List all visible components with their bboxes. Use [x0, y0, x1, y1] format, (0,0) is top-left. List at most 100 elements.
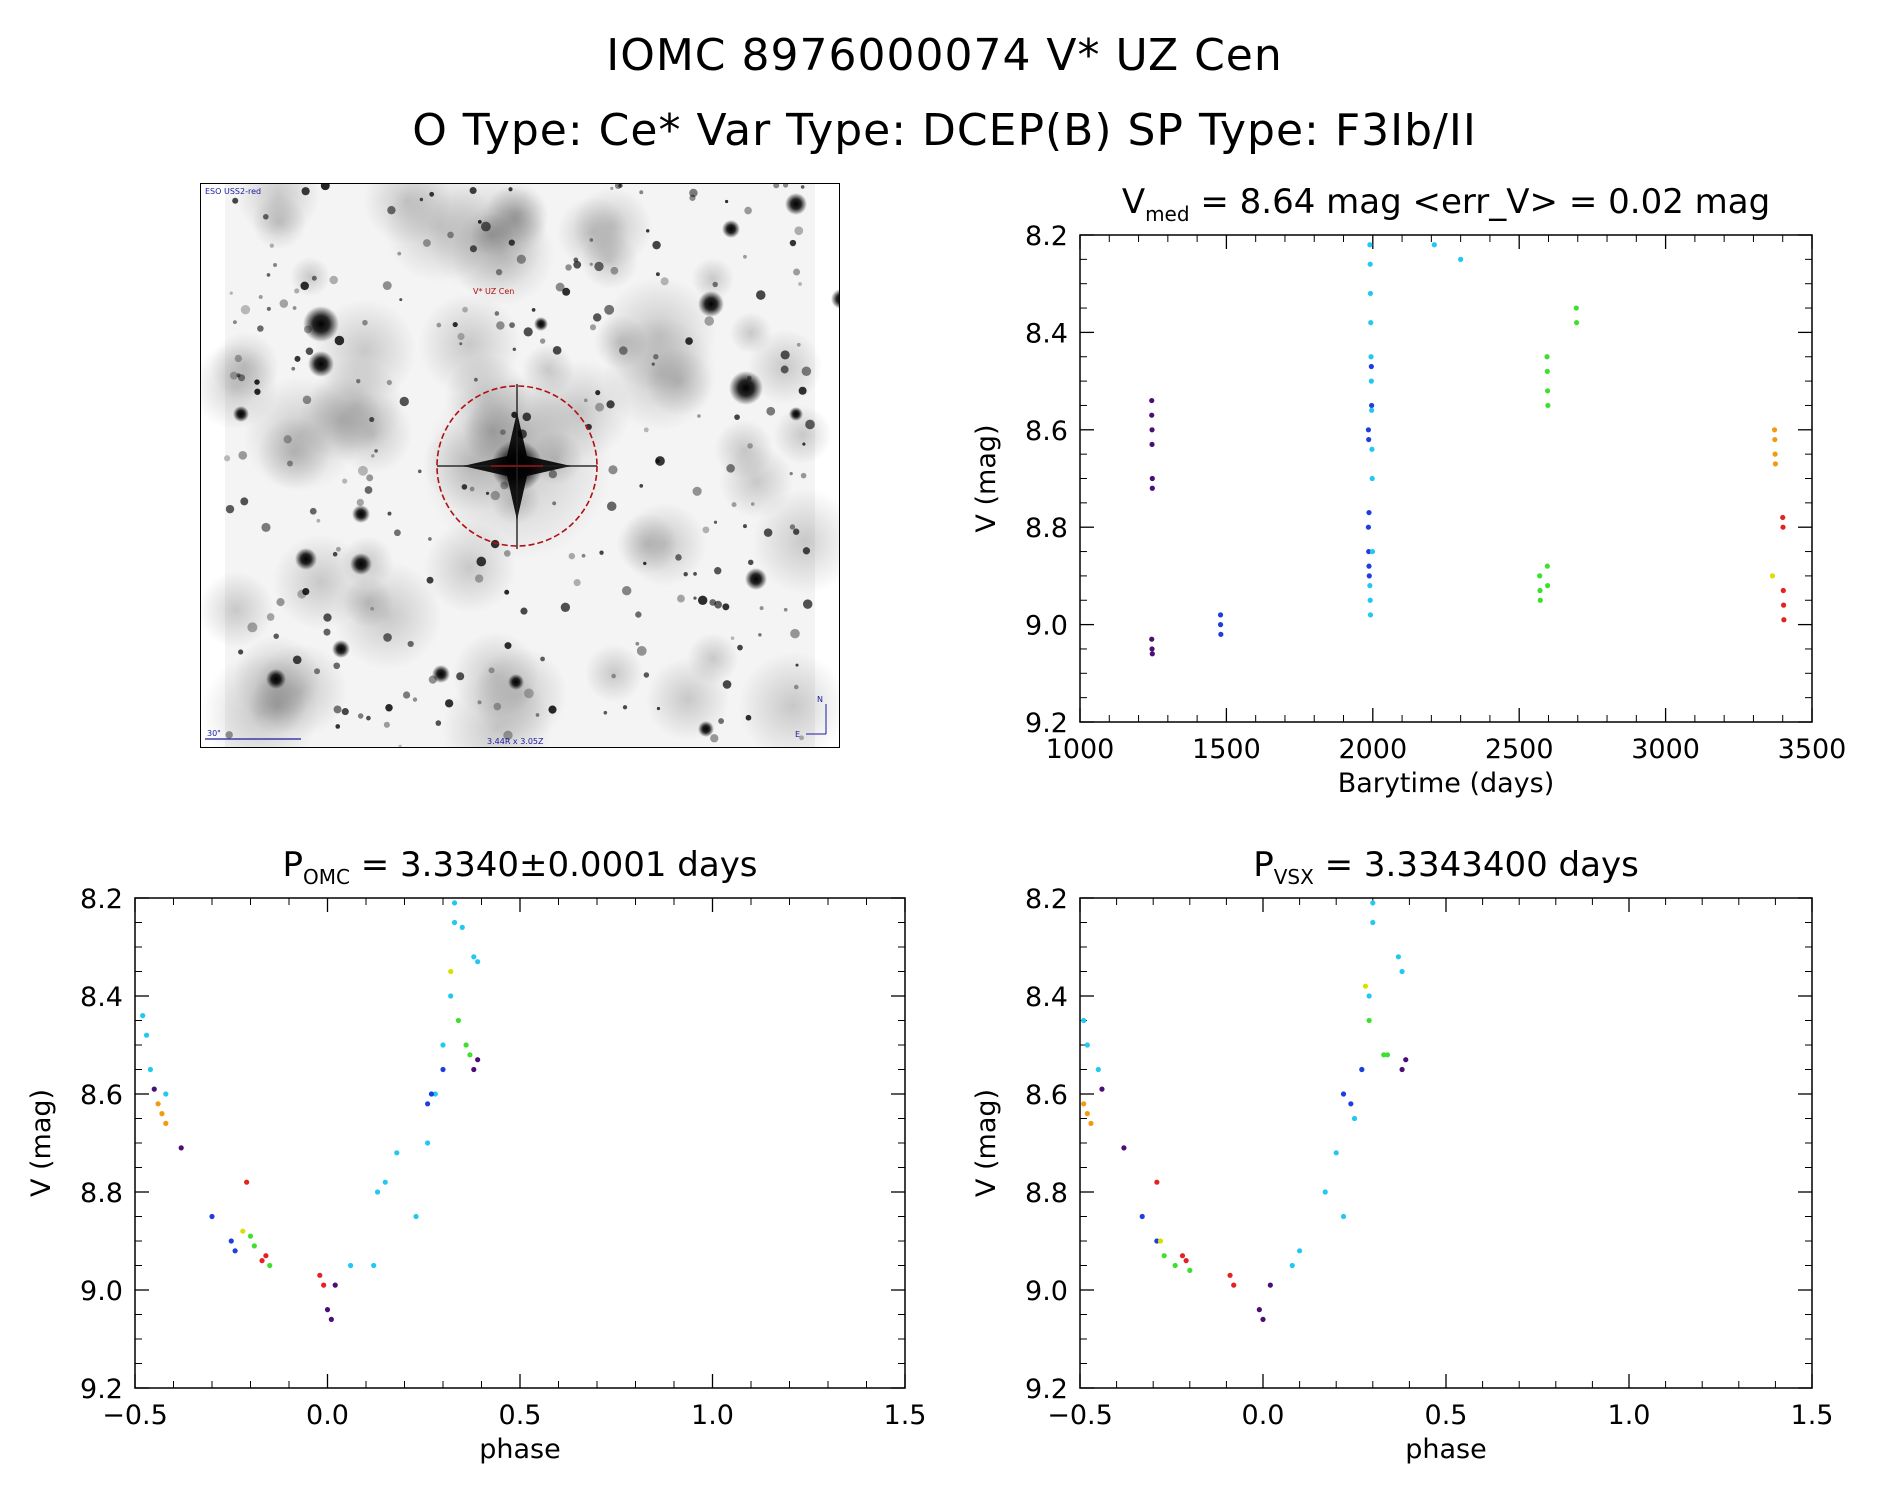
data-point	[428, 1091, 435, 1097]
data-point	[1366, 548, 1372, 555]
star	[512, 347, 517, 352]
data-point	[1218, 631, 1224, 637]
lightcurve-series-green	[1537, 305, 1580, 603]
star	[279, 299, 289, 308]
star	[540, 656, 545, 662]
star	[469, 245, 477, 253]
y-tick-label: 8.6	[1025, 1080, 1068, 1111]
star-field	[223, 184, 839, 747]
data-point	[1367, 242, 1373, 248]
data-point	[1545, 583, 1551, 589]
aperture-circle	[436, 385, 598, 547]
star	[435, 720, 442, 726]
star	[332, 640, 350, 658]
data-point	[1157, 1238, 1164, 1244]
star	[477, 700, 482, 705]
star	[232, 320, 237, 325]
star	[746, 375, 752, 381]
x-tick-label: 0.0	[1242, 1400, 1285, 1431]
star	[291, 366, 296, 371]
star	[790, 628, 800, 639]
star	[323, 613, 332, 622]
data-point	[1772, 461, 1778, 467]
star	[269, 243, 274, 248]
data-point	[374, 1189, 381, 1195]
star	[534, 317, 548, 331]
star	[639, 190, 644, 195]
star	[693, 572, 697, 576]
star	[689, 188, 698, 198]
title-subscript: OMC	[303, 865, 350, 889]
star	[773, 184, 780, 189]
data-point	[240, 1228, 246, 1234]
compass-east-label: E	[795, 730, 800, 739]
star	[798, 386, 807, 395]
data-point	[459, 924, 465, 931]
sky-haze-blob	[479, 185, 549, 255]
star	[371, 454, 375, 458]
star	[643, 427, 649, 433]
x-tick-label: 0.5	[499, 1400, 542, 1431]
star	[266, 306, 271, 311]
star	[232, 197, 239, 204]
star	[618, 184, 623, 188]
star	[795, 663, 799, 667]
star	[229, 371, 238, 380]
phase_omc-chart: −0.5 0.0 0.5 1.0 1.5 8.2 8.4 8.6 8.8 9.0 9.2 POMC =…	[26, 845, 926, 1465]
data-point	[1573, 320, 1580, 326]
data-point	[163, 1091, 169, 1097]
lightcurve-series-red	[1780, 514, 1787, 623]
x-tick-label: 1500	[1192, 734, 1261, 765]
star	[428, 675, 437, 684]
star	[254, 379, 260, 385]
data-point	[1088, 1120, 1094, 1126]
star	[729, 371, 763, 405]
star	[604, 304, 615, 315]
star	[417, 469, 422, 474]
lightcurve-series-purple	[1149, 397, 1155, 657]
star	[262, 213, 269, 220]
survey-label: ESO USS2-red	[205, 187, 261, 196]
data-point	[1370, 919, 1376, 926]
star	[432, 665, 450, 683]
data-point	[244, 1179, 250, 1185]
star	[831, 289, 839, 309]
star	[589, 238, 594, 242]
data-point	[1431, 242, 1437, 248]
sky-haze-blob	[290, 256, 331, 297]
phase_omc-series-cyan	[140, 900, 481, 1269]
title-subscript: med	[1145, 202, 1189, 226]
sky-haze-blob	[556, 196, 630, 269]
data-point	[1183, 1258, 1189, 1264]
star	[573, 260, 582, 269]
data-point	[147, 1066, 153, 1073]
x-tick-label: 3000	[1631, 734, 1700, 765]
lightcurve-title: Vmed = 8.64 mag <err_V> = 0.02 mag	[1122, 182, 1770, 226]
y-tick-label: 8.2	[1025, 884, 1068, 915]
star	[783, 607, 788, 612]
phase_vsx-chart: −0.5 0.0 0.5 1.0 1.5 8.2 8.4 8.6 8.8 9.0 9.2 PVSX =…	[971, 845, 1833, 1465]
star	[656, 706, 661, 711]
star	[276, 598, 285, 607]
phase_omc-ylabel: V (mag)	[26, 1089, 57, 1197]
star	[309, 507, 317, 515]
star	[755, 290, 766, 300]
star	[283, 435, 292, 444]
star	[383, 721, 390, 728]
x-tick-label: 0.0	[306, 1400, 349, 1431]
star	[469, 186, 477, 195]
star	[714, 566, 722, 575]
star	[763, 528, 773, 537]
data-point	[1369, 446, 1375, 452]
data-point	[1544, 354, 1550, 360]
data-point	[209, 1213, 215, 1220]
data-point	[1367, 583, 1373, 589]
scale-label: 30"	[207, 729, 221, 738]
star	[334, 335, 345, 346]
data-point	[1368, 354, 1374, 360]
phase_omc-series-blue	[209, 1066, 446, 1254]
data-point	[348, 1262, 354, 1269]
star	[300, 281, 309, 291]
lightcurve-series-orange	[1771, 427, 1778, 467]
star	[493, 702, 502, 711]
